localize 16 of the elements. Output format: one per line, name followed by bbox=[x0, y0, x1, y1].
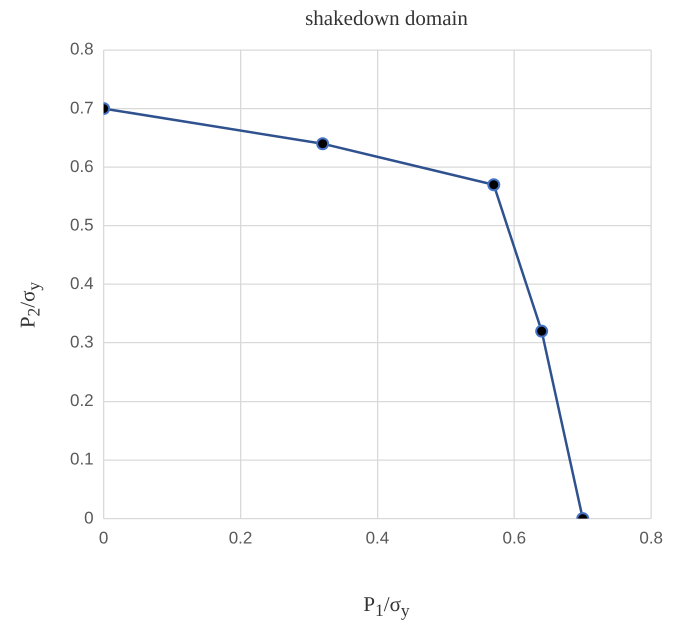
y-tick-label: 0.5 bbox=[70, 215, 94, 234]
y-tick-label: 0.6 bbox=[70, 156, 94, 176]
x-axis-title: P$_{1}$/σ$_{y}$ bbox=[362, 592, 411, 622]
y-tick-label: 0 bbox=[84, 508, 94, 528]
y-tick-label: 0.3 bbox=[70, 332, 94, 352]
y-tick-label: 0.4 bbox=[70, 274, 94, 293]
y-tick-label: 0.2 bbox=[70, 391, 94, 410]
x-tick-label: 0.8 bbox=[639, 528, 664, 548]
x-tick-label: 0.6 bbox=[502, 528, 526, 548]
x-tick-label: 0.4 bbox=[366, 528, 390, 548]
y-tick-label: 0.1 bbox=[70, 450, 94, 469]
y-tick-label: 0.7 bbox=[70, 98, 94, 118]
chart-title: shakedown domain bbox=[304, 6, 469, 31]
x-tick-label: 0.2 bbox=[228, 528, 252, 548]
x-tick-label: 0 bbox=[98, 528, 108, 548]
y-tick-label: 0.8 bbox=[70, 40, 94, 59]
